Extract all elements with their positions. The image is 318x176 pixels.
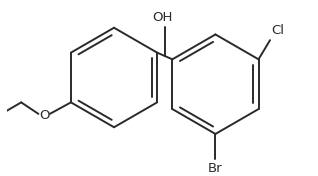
Text: Cl: Cl	[271, 24, 284, 37]
Text: O: O	[39, 109, 49, 122]
Text: Br: Br	[208, 162, 223, 175]
Text: OH: OH	[153, 11, 173, 24]
